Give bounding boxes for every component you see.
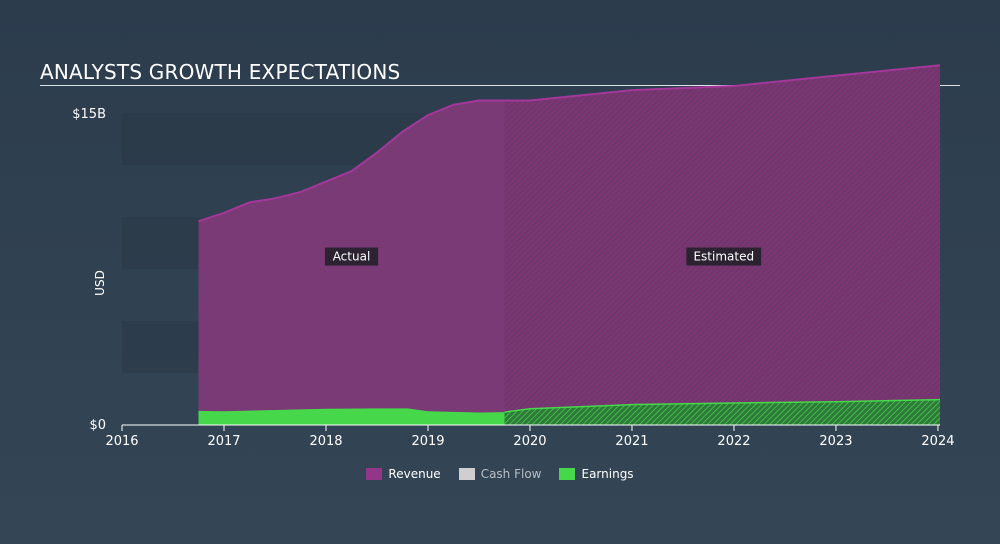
legend-item-revenue[interactable]: Revenue: [366, 467, 441, 481]
x-tick-label: 2020: [513, 434, 546, 449]
y-tick-label: $15B: [72, 107, 106, 122]
y-tick-label: $0: [89, 418, 106, 433]
legend-label: Earnings: [581, 467, 634, 481]
x-tick-label: 2023: [819, 434, 852, 449]
annotation-label: Actual: [333, 250, 371, 264]
x-tick-label: 2017: [207, 434, 240, 449]
legend-label: Revenue: [388, 467, 441, 481]
title-divider: [40, 85, 960, 86]
revenue-area-estimated: [504, 65, 940, 425]
x-tick-label: 2018: [309, 434, 342, 449]
annotation-label: Estimated: [693, 250, 754, 264]
annotations: Actual Estimated: [324, 247, 762, 266]
x-tick-label: 2019: [411, 434, 444, 449]
annotation-box: [324, 247, 379, 266]
revenue-line: [198, 64, 941, 223]
x-tick-label: 2024: [921, 434, 954, 449]
y-axis-label: USD: [93, 270, 107, 296]
x-tick-label: 2021: [615, 434, 648, 449]
earnings-line-estimated: [504, 398, 941, 413]
legend-swatch: [559, 468, 576, 480]
legend-swatch: [366, 468, 383, 480]
legend-item-earnings[interactable]: Earnings: [559, 467, 634, 481]
legend-label: Cash Flow: [480, 467, 542, 481]
legend-item-cash-flow[interactable]: Cash Flow: [458, 467, 542, 481]
chart-title: ANALYSTS GROWTH EXPECTATIONS: [40, 60, 401, 84]
legend: Revenue Cash Flow Earnings: [0, 467, 1000, 481]
legend-swatch: [458, 468, 475, 480]
earnings-area-actual: [198, 408, 505, 425]
x-tick-label: 2022: [717, 434, 750, 449]
axes: 2016 2017 2018 2019 2020 2021 2022 2023 2024 $15B…: [72, 107, 954, 449]
x-tick-label: 2016: [105, 434, 138, 449]
annotation-box: [686, 247, 762, 266]
